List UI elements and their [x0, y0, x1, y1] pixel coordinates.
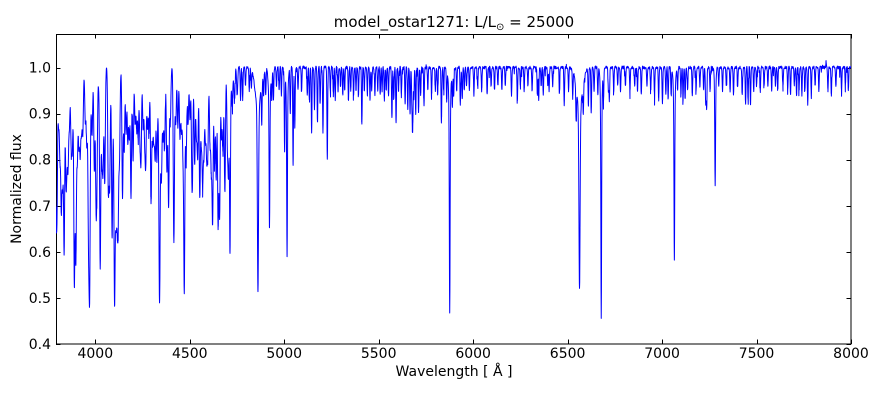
y-tick-label: 0.8 — [29, 153, 51, 169]
x-tick-label: 4500 — [172, 346, 208, 362]
x-tick-label: 4000 — [77, 346, 113, 362]
x-tick-label: 6500 — [550, 346, 586, 362]
x-tick-label: 7000 — [644, 346, 680, 362]
sun-symbol: ⊙ — [495, 22, 505, 33]
y-tick-label: 0.5 — [29, 291, 51, 307]
x-tick-label: 8000 — [833, 346, 869, 362]
x-tick-labels: 4000 4500 5000 5500 6000 6500 7000 7500 8000 — [77, 346, 868, 362]
y-tick-label: 1.0 — [29, 61, 51, 77]
plot-title-value: = 25000 — [504, 13, 575, 31]
x-axis-label: Wavelength [ Å ] — [395, 364, 513, 380]
plot-title-prefix: model_ostar1271: L/L — [333, 13, 496, 31]
y-tick-label: 0.7 — [29, 199, 51, 215]
x-tick-label: 5500 — [361, 346, 397, 362]
y-tick-label: 0.6 — [29, 245, 51, 261]
y-tick-labels: 0.4 0.5 0.6 0.7 0.8 0.9 1.0 — [29, 61, 51, 353]
y-axis-label: Normalized flux — [9, 134, 25, 244]
spectrum-line — [56, 60, 851, 319]
x-tick-label: 6000 — [455, 346, 491, 362]
y-tick-label: 0.9 — [29, 107, 51, 123]
x-tick-label: 7500 — [739, 346, 775, 362]
y-tick-label: 0.4 — [29, 337, 51, 353]
x-tick-label: 5000 — [266, 346, 302, 362]
plot-title: model_ostar1271: L/L⊙ = 25000 — [334, 13, 574, 33]
plot-frame — [56, 34, 852, 345]
x-axis-ticks — [95, 34, 852, 344]
y-axis-ticks — [56, 68, 851, 345]
